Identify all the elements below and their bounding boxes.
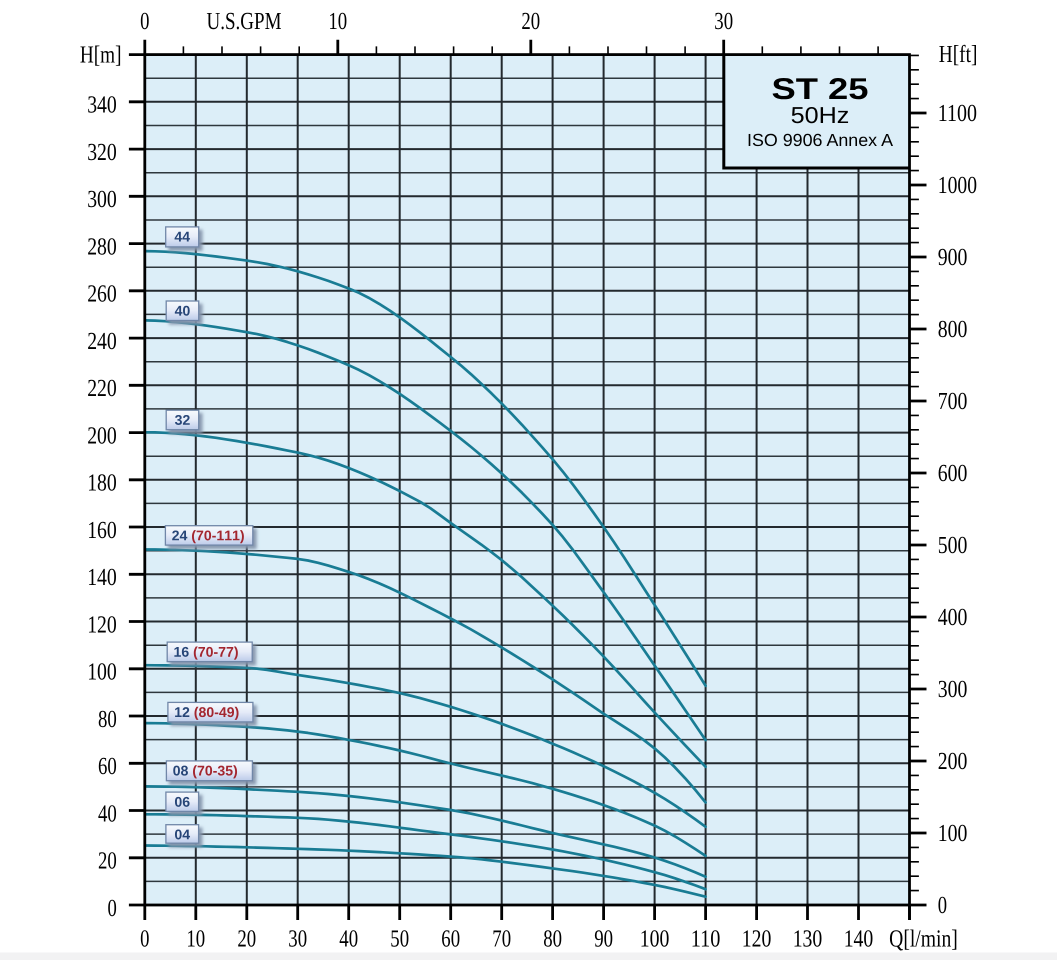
svg-text:900: 900 — [938, 244, 968, 271]
svg-text:U.S.GPM: U.S.GPM — [207, 8, 282, 35]
svg-text:280: 280 — [87, 234, 117, 261]
svg-text:40: 40 — [98, 800, 117, 827]
svg-text:60: 60 — [441, 925, 460, 952]
svg-text:20: 20 — [521, 8, 540, 35]
svg-text:20: 20 — [98, 848, 117, 875]
svg-text:ST 25: ST 25 — [772, 73, 869, 106]
svg-text:0: 0 — [140, 8, 149, 35]
svg-text:700: 700 — [938, 388, 968, 415]
svg-text:H[ft]: H[ft] — [939, 41, 978, 68]
svg-text:30: 30 — [714, 8, 733, 35]
svg-text:320: 320 — [87, 139, 117, 166]
svg-text:1100: 1100 — [938, 100, 977, 127]
svg-text:300: 300 — [938, 676, 968, 703]
svg-text:200: 200 — [87, 423, 117, 450]
svg-text:240: 240 — [87, 328, 117, 355]
svg-text:260: 260 — [87, 281, 117, 308]
svg-text:40: 40 — [339, 925, 358, 952]
svg-text:60: 60 — [98, 753, 117, 780]
svg-text:H[m]: H[m] — [80, 42, 122, 69]
svg-text:80: 80 — [543, 925, 562, 952]
svg-text:800: 800 — [938, 316, 968, 343]
svg-text:180: 180 — [87, 470, 117, 497]
svg-text:220: 220 — [87, 375, 117, 402]
svg-text:1000: 1000 — [938, 172, 977, 199]
svg-text:Q[l/min]: Q[l/min] — [889, 925, 958, 952]
svg-text:340: 340 — [87, 92, 117, 119]
svg-text:200: 200 — [938, 748, 968, 775]
svg-text:70: 70 — [492, 925, 511, 952]
svg-text:160: 160 — [87, 517, 117, 544]
svg-text:130: 130 — [793, 925, 823, 952]
svg-text:20: 20 — [237, 925, 256, 952]
svg-text:100: 100 — [640, 925, 670, 952]
svg-text:10: 10 — [186, 925, 205, 952]
svg-text:10: 10 — [328, 8, 347, 35]
svg-text:0: 0 — [938, 892, 947, 919]
svg-text:30: 30 — [288, 925, 307, 952]
svg-text:0: 0 — [108, 895, 117, 922]
svg-text:500: 500 — [938, 532, 968, 559]
svg-text:400: 400 — [938, 604, 968, 631]
svg-text:80: 80 — [98, 706, 117, 733]
svg-text:90: 90 — [594, 925, 613, 952]
svg-text:120: 120 — [87, 611, 117, 638]
svg-text:ISO 9906 Annex A: ISO 9906 Annex A — [747, 130, 893, 150]
svg-text:0: 0 — [140, 925, 149, 952]
svg-text:50: 50 — [390, 925, 409, 952]
svg-text:300: 300 — [87, 186, 117, 213]
svg-text:50Hz: 50Hz — [791, 102, 850, 128]
svg-text:140: 140 — [844, 925, 874, 952]
svg-text:140: 140 — [87, 564, 117, 591]
svg-text:100: 100 — [938, 820, 968, 847]
svg-text:120: 120 — [742, 925, 772, 952]
svg-text:100: 100 — [87, 659, 117, 686]
svg-text:600: 600 — [938, 460, 968, 487]
svg-text:110: 110 — [691, 925, 721, 952]
